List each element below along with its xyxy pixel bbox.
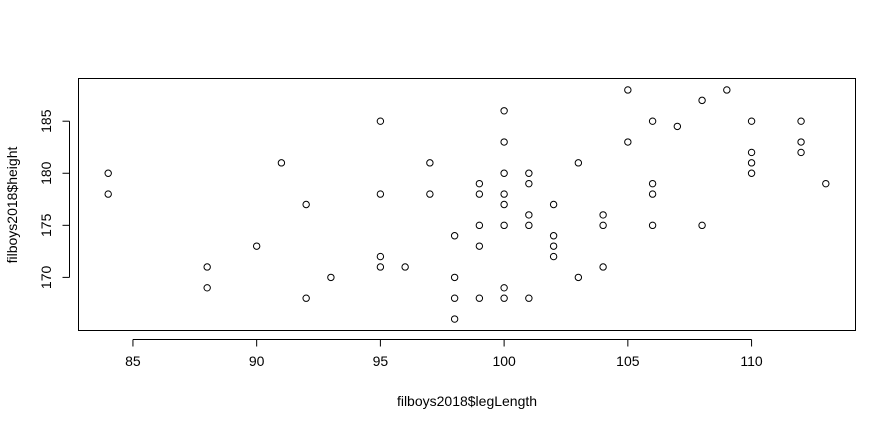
- data-point: [475, 221, 484, 230]
- data-point: [797, 148, 805, 157]
- data-point: [549, 252, 558, 261]
- data-point: [327, 273, 335, 282]
- data-point: [599, 263, 607, 271]
- data-point: [723, 86, 731, 94]
- x-axis-label: filboys2018$legLength: [397, 393, 537, 409]
- data-point: [376, 263, 385, 271]
- y-axis-label: filboys2018$height: [4, 147, 20, 264]
- data-point: [475, 294, 484, 302]
- data-point: [475, 190, 484, 198]
- data-point: [302, 294, 310, 302]
- data-point: [797, 138, 805, 146]
- data-point: [203, 263, 211, 271]
- x-tick-label: 95: [373, 353, 389, 369]
- y-tick-label: 175: [38, 213, 54, 237]
- data-point: [500, 138, 508, 146]
- data-point: [624, 86, 632, 94]
- plot-frame: [78, 78, 856, 331]
- data-point: [747, 117, 756, 125]
- x-tick-label: 85: [125, 353, 141, 369]
- data-point: [500, 284, 508, 292]
- data-point: [252, 242, 261, 250]
- data-point: [797, 117, 805, 125]
- data-point: [549, 242, 558, 250]
- data-point: [450, 273, 459, 282]
- data-point: [525, 294, 533, 302]
- data-point: [475, 242, 484, 250]
- data-points: [104, 86, 830, 323]
- data-point: [525, 179, 533, 188]
- data-point: [648, 117, 657, 125]
- data-point: [648, 179, 657, 188]
- data-point: [624, 138, 632, 146]
- data-point: [450, 294, 459, 302]
- x-axis: 85 90 95 100 105 110: [125, 339, 763, 369]
- data-point: [426, 190, 434, 198]
- data-point: [574, 273, 583, 282]
- data-point: [500, 221, 508, 230]
- data-point: [376, 117, 385, 125]
- data-point: [698, 221, 706, 230]
- data-point: [648, 221, 657, 230]
- data-point: [525, 211, 533, 219]
- data-point: [500, 294, 508, 302]
- data-point: [450, 232, 459, 240]
- data-point: [450, 315, 459, 323]
- data-point: [500, 200, 508, 209]
- data-point: [525, 169, 533, 177]
- data-point: [599, 211, 607, 219]
- x-tick-label: 105: [616, 353, 640, 369]
- x-tick-label: 110: [740, 353, 763, 369]
- y-tick-label: 185: [38, 109, 54, 133]
- data-point: [747, 159, 756, 167]
- y-axis: 170 175 180 185: [38, 109, 70, 289]
- x-tick-label: 90: [249, 353, 265, 369]
- data-point: [426, 159, 434, 167]
- data-point: [574, 159, 583, 167]
- x-tick-label: 100: [492, 353, 516, 369]
- data-point: [500, 190, 508, 198]
- data-point: [401, 263, 409, 271]
- data-point: [500, 169, 508, 177]
- y-tick-label: 180: [38, 161, 54, 185]
- data-point: [500, 107, 508, 115]
- data-point: [104, 169, 112, 177]
- data-point: [698, 96, 706, 105]
- data-point: [376, 190, 385, 198]
- data-point: [277, 159, 286, 167]
- data-point: [525, 221, 533, 230]
- data-point: [747, 148, 756, 157]
- y-tick-label: 170: [38, 265, 54, 289]
- data-point: [475, 179, 484, 188]
- data-point: [203, 284, 211, 292]
- data-point: [648, 190, 657, 198]
- data-point: [673, 122, 682, 131]
- data-point: [549, 200, 558, 209]
- data-point: [104, 190, 112, 198]
- data-point: [822, 179, 830, 188]
- data-point: [376, 252, 385, 261]
- data-point: [302, 200, 310, 209]
- data-point: [549, 232, 558, 240]
- data-point: [747, 169, 756, 177]
- data-point: [599, 221, 607, 230]
